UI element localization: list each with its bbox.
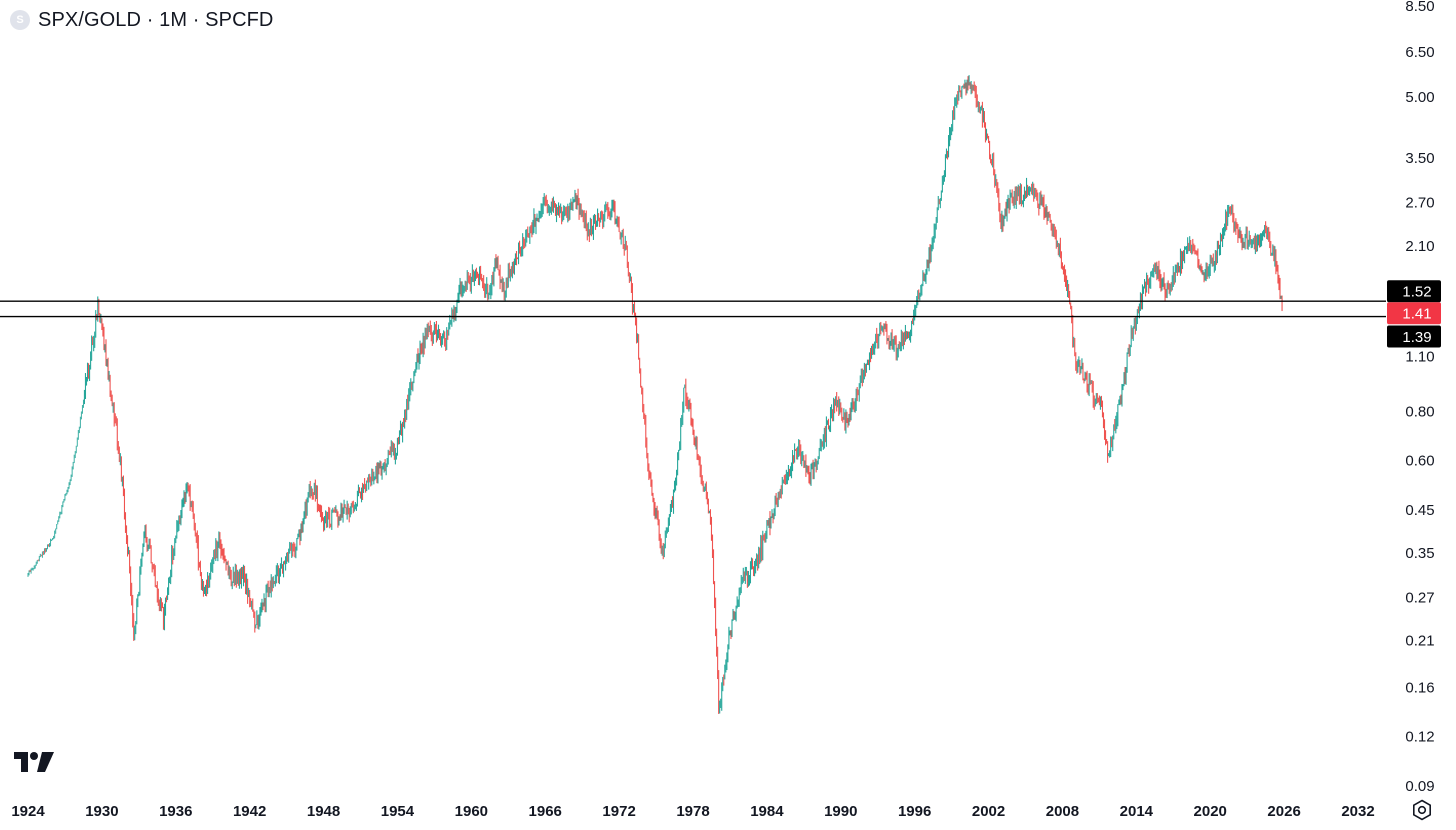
last-price-badge-label: 1.41 (1402, 306, 1431, 323)
price-axis[interactable]: 8.50 6.50 5.00 3.50 2.70 2.10 1.10 0.80 0.60 0.45… (1405, 0, 1434, 795)
x-tick-label: 1924 (11, 803, 45, 820)
y-tick-label: 2.70 (1405, 195, 1434, 212)
symbol-header: S SPX/GOLD · 1M · SPCFD (10, 7, 273, 33)
x-tick-label: 2020 (1194, 803, 1227, 820)
y-tick-label: 6.50 (1405, 44, 1434, 61)
x-tick-label: 2014 (1120, 803, 1154, 820)
x-tick-label: 1930 (85, 803, 118, 820)
y-tick-label: 0.16 (1405, 679, 1434, 696)
time-axis[interactable]: 1924 1930 1936 1942 1948 1954 1960 1966 1972 1978… (11, 803, 1374, 820)
last-price-badge: 1.41 (1387, 302, 1441, 325)
x-tick-label: 2002 (972, 803, 1005, 820)
level-badge-lower-bg (1387, 325, 1441, 348)
horizontal-levels[interactable] (0, 300, 1386, 318)
x-tick-label: 2008 (1046, 803, 1079, 820)
level-badge-lower-label: 1.39 (1402, 329, 1431, 346)
y-tick-label: 3.50 (1405, 150, 1434, 167)
x-tick-label: 1996 (898, 803, 931, 820)
gear-icon[interactable] (1410, 798, 1434, 822)
y-tick-label: 0.60 (1405, 453, 1434, 470)
last-price-badge-bg (1387, 302, 1441, 325)
x-tick-label: 1966 (529, 803, 562, 820)
y-tick-label: 1.10 (1405, 349, 1434, 366)
level-badge-upper-label: 1.52 (1402, 284, 1431, 301)
x-tick-label: 2032 (1341, 803, 1374, 820)
y-tick-label: 5.00 (1405, 89, 1434, 106)
x-tick-label: 1936 (159, 803, 192, 820)
x-tick-label: 1978 (676, 803, 709, 820)
x-tick-label: 1942 (233, 803, 266, 820)
level-badge-lower: 1.39 (1387, 325, 1441, 348)
y-tick-label: 0.80 (1405, 403, 1434, 420)
x-tick-label: 1984 (750, 803, 784, 820)
symbol-title: SPX/GOLD · 1M · SPCFD (38, 8, 274, 31)
y-tick-label: 0.27 (1405, 590, 1434, 607)
x-tick-label: 1954 (381, 803, 415, 820)
y-tick-label: 2.10 (1405, 238, 1434, 255)
x-tick-label: 2026 (1267, 803, 1300, 820)
x-tick-label: 1948 (307, 803, 340, 820)
x-tick-label: 1960 (455, 803, 488, 820)
x-tick-label: 1972 (602, 803, 635, 820)
y-tick-label: 0.45 (1405, 502, 1434, 519)
symbol-logo-icon: S (10, 10, 30, 30)
y-tick-label: 0.21 (1405, 633, 1434, 650)
price-badges: 1.52 1.41 1.39 (1387, 280, 1441, 348)
y-tick-label: 0.09 (1405, 778, 1434, 795)
y-tick-label: 8.50 (1405, 0, 1434, 15)
candlestick-series (27, 75, 1283, 714)
x-tick-label: 1990 (824, 803, 857, 820)
y-tick-label: 0.12 (1405, 729, 1434, 746)
level-badge-upper-bg (1387, 280, 1441, 303)
y-tick-label: 0.35 (1405, 545, 1434, 562)
level-badge-upper: 1.52 (1387, 280, 1441, 303)
tradingview-logo-icon[interactable] (14, 750, 56, 774)
